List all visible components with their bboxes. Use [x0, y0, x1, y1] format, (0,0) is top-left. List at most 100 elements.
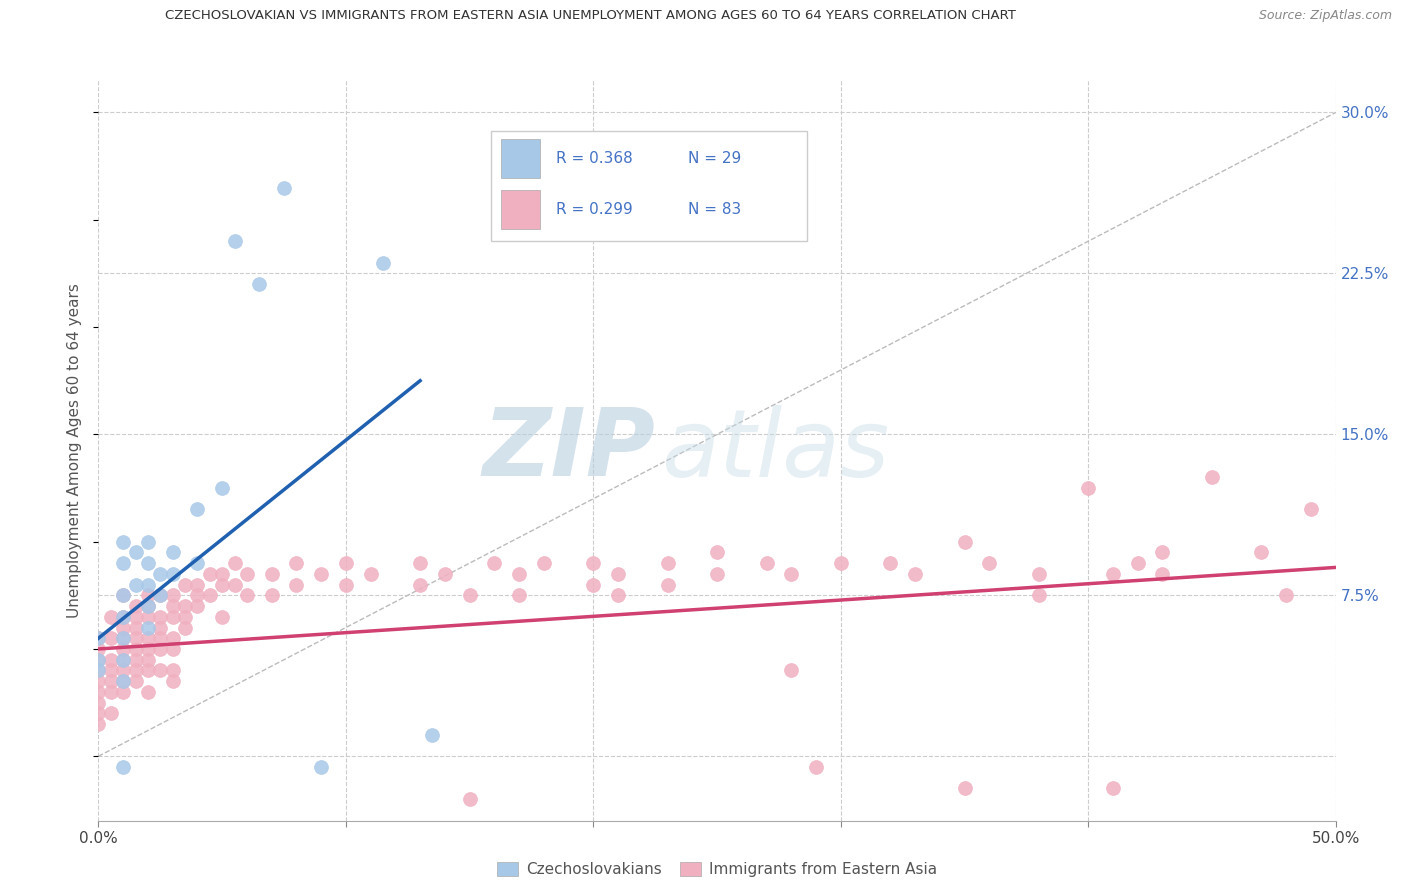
- Point: [162, 599, 184, 613]
- Point: [607, 588, 630, 602]
- Point: [198, 566, 221, 581]
- Point: [236, 566, 259, 581]
- Point: [1201, 470, 1223, 484]
- Text: atlas: atlas: [661, 405, 890, 496]
- Point: [186, 556, 208, 570]
- Point: [100, 609, 122, 624]
- Point: [87, 632, 110, 646]
- Point: [87, 706, 110, 721]
- Point: [211, 566, 233, 581]
- Point: [136, 577, 159, 591]
- Point: [162, 674, 184, 689]
- Point: [1299, 502, 1322, 516]
- Point: [780, 566, 803, 581]
- Point: [236, 588, 259, 602]
- Point: [458, 588, 481, 602]
- Point: [309, 760, 332, 774]
- Point: [124, 664, 146, 678]
- Point: [186, 502, 208, 516]
- Point: [136, 620, 159, 634]
- Point: [149, 588, 172, 602]
- Point: [136, 588, 159, 602]
- Point: [335, 556, 357, 570]
- Point: [360, 566, 382, 581]
- Point: [224, 556, 246, 570]
- Point: [162, 642, 184, 657]
- Text: ZIP: ZIP: [482, 404, 655, 497]
- Point: [273, 180, 295, 194]
- Point: [484, 556, 506, 570]
- Point: [1126, 556, 1149, 570]
- Point: [124, 577, 146, 591]
- Point: [136, 664, 159, 678]
- Point: [124, 545, 146, 559]
- Point: [87, 642, 110, 657]
- Point: [112, 632, 135, 646]
- Point: [879, 556, 901, 570]
- Point: [224, 234, 246, 248]
- Point: [136, 599, 159, 613]
- Point: [1275, 588, 1298, 602]
- Point: [162, 545, 184, 559]
- Point: [979, 556, 1001, 570]
- Point: [174, 599, 197, 613]
- Point: [582, 577, 605, 591]
- Point: [112, 653, 135, 667]
- Point: [198, 588, 221, 602]
- Point: [112, 760, 135, 774]
- Point: [112, 674, 135, 689]
- Point: [433, 566, 456, 581]
- Point: [582, 556, 605, 570]
- Point: [87, 653, 110, 667]
- Point: [755, 556, 778, 570]
- Point: [87, 632, 110, 646]
- Point: [508, 588, 530, 602]
- Point: [174, 620, 197, 634]
- Point: [136, 653, 159, 667]
- Point: [124, 620, 146, 634]
- Point: [112, 653, 135, 667]
- Point: [657, 577, 679, 591]
- Point: [335, 577, 357, 591]
- Point: [87, 674, 110, 689]
- Point: [136, 556, 159, 570]
- Point: [211, 609, 233, 624]
- Point: [162, 664, 184, 678]
- Point: [149, 588, 172, 602]
- Point: [112, 609, 135, 624]
- Point: [830, 556, 852, 570]
- Point: [112, 664, 135, 678]
- Point: [1102, 781, 1125, 796]
- Point: [371, 255, 394, 269]
- Text: Source: ZipAtlas.com: Source: ZipAtlas.com: [1258, 9, 1392, 22]
- Point: [285, 556, 308, 570]
- Point: [706, 566, 728, 581]
- Point: [162, 632, 184, 646]
- Point: [87, 664, 110, 678]
- Point: [87, 685, 110, 699]
- Point: [309, 566, 332, 581]
- Point: [657, 556, 679, 570]
- Point: [174, 577, 197, 591]
- Point: [904, 566, 927, 581]
- Point: [112, 588, 135, 602]
- Point: [260, 566, 283, 581]
- Point: [149, 566, 172, 581]
- Point: [112, 632, 135, 646]
- Point: [780, 664, 803, 678]
- Point: [211, 577, 233, 591]
- Point: [136, 609, 159, 624]
- Point: [422, 728, 444, 742]
- Text: CZECHOSLOVAKIAN VS IMMIGRANTS FROM EASTERN ASIA UNEMPLOYMENT AMONG AGES 60 TO 64: CZECHOSLOVAKIAN VS IMMIGRANTS FROM EASTE…: [165, 9, 1017, 22]
- Point: [409, 556, 432, 570]
- Point: [112, 674, 135, 689]
- Point: [149, 664, 172, 678]
- Point: [149, 620, 172, 634]
- Point: [124, 599, 146, 613]
- Point: [953, 781, 976, 796]
- Point: [100, 674, 122, 689]
- Point: [100, 706, 122, 721]
- Point: [162, 609, 184, 624]
- Point: [124, 642, 146, 657]
- Point: [136, 642, 159, 657]
